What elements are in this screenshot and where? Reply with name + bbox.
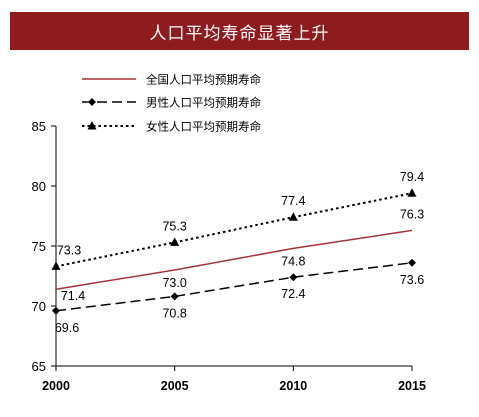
data-label-series-3: 75.3 (162, 219, 186, 233)
data-label-series-2: 69.6 (55, 321, 79, 335)
x-tick-label: 2015 (398, 379, 426, 393)
series-3-marker (407, 188, 417, 197)
data-label-series-2: 73.6 (400, 273, 424, 287)
series-2-marker (52, 306, 60, 315)
data-label-series-2: 72.4 (281, 287, 305, 301)
series-line-3 (55, 192, 413, 268)
legend-label-3: 女性人口平均预期寿命 (146, 120, 261, 134)
series-2-marker (408, 258, 416, 267)
data-label-series-1: 76.3 (400, 207, 424, 221)
data-label-series-3: 79.4 (400, 170, 424, 184)
legend-marker-2 (88, 98, 96, 106)
x-tick-label: 2000 (42, 379, 70, 393)
data-label-series-1: 73.0 (162, 276, 186, 290)
chart-title: 人口平均寿命显著上升 (149, 23, 330, 44)
series-3-marker (51, 261, 61, 270)
data-label-series-3: 73.3 (57, 243, 81, 257)
series-line-1 (55, 229, 413, 290)
y-tick-label: 75 (32, 239, 46, 254)
legend-marker-3 (87, 121, 97, 130)
data-label-series-1: 74.8 (281, 254, 305, 268)
x-tick-label: 2005 (161, 379, 189, 393)
y-tick-label: 65 (32, 359, 46, 374)
y-tick-label: 70 (32, 299, 46, 314)
series-2-marker (170, 292, 179, 301)
data-label-series-1: 71.4 (61, 289, 85, 303)
legend-label-2: 男性人口平均预期寿命 (146, 96, 261, 110)
data-label-series-2: 70.8 (162, 306, 186, 320)
legend-label-1: 全国人口平均预期寿命 (146, 73, 261, 87)
data-label-series-3: 77.4 (281, 194, 305, 208)
y-tick-label: 85 (32, 119, 46, 134)
series-3-marker (288, 212, 298, 221)
chart-title-banner: 人口平均寿命显著上升 (10, 12, 469, 50)
series-3-marker (170, 237, 180, 246)
series-line-2 (55, 262, 413, 312)
series-2-marker (289, 273, 298, 282)
x-tick-label: 2010 (279, 379, 307, 393)
y-tick-label: 80 (32, 179, 46, 194)
